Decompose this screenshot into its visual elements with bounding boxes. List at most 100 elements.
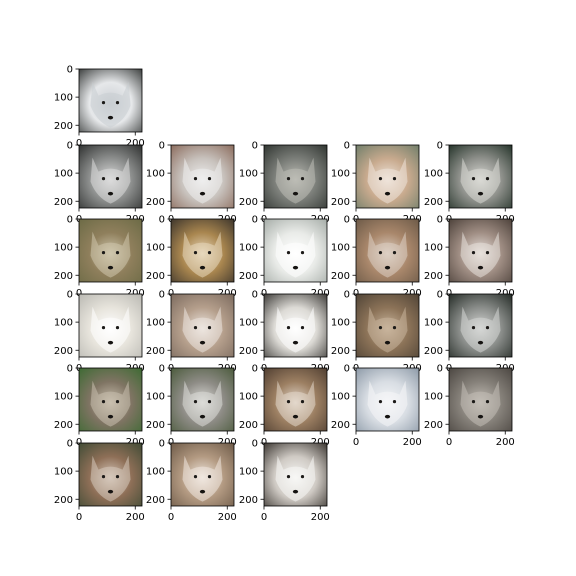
axes-frame [170,218,235,283]
axes-frame [78,367,143,432]
axes-frame [355,293,420,358]
y-tick-label: 200 [54,346,73,357]
wolf-nose [199,414,206,419]
y-tick-label: 100 [239,392,258,403]
wolf-nose [292,340,299,345]
y-tick-label: 100 [239,243,258,254]
y-tick-label: 200 [331,346,350,357]
wolf-eye-left [378,177,383,181]
y-tick-label: 200 [239,495,258,506]
x-tick-label: 0 [261,437,267,448]
y-tick-label: 100 [54,392,73,403]
y-tick-label: 0 [437,141,443,152]
x-tick-label: 0 [76,437,82,448]
y-tick-label: 0 [159,290,165,301]
wolf-head-shape [367,231,408,278]
axes-frame [263,293,328,358]
wolf-nose [292,191,299,196]
axes-frame [78,218,143,283]
axes-frame [448,293,513,358]
wolf-head-shape [90,231,131,278]
y-tick-label: 100 [239,467,258,478]
wolf-head-shape [90,81,131,128]
wolf-eye-left [286,326,291,330]
y-tick-label: 0 [252,364,258,375]
y-tick-label: 0 [159,215,165,226]
y-tick-label: 200 [239,420,258,431]
x-tick-label: 200 [311,288,330,299]
wolf-eye-left [101,326,106,330]
wolf-eye-right [485,400,490,404]
x-tick-label: 200 [311,437,330,448]
wolf-eye-left [378,326,383,330]
wolf-eye-left [378,400,383,404]
x-tick-label: 200 [218,512,237,523]
x-tick-label: 200 [403,437,422,448]
y-tick-label: 200 [331,420,350,431]
wolf-eye-right [207,177,212,181]
wolf-head-shape [275,306,316,353]
wolf-nose [384,340,391,345]
y-tick-label: 0 [67,364,73,375]
axes-frame [170,293,235,358]
axes-frame [355,144,420,209]
x-tick-label: 200 [126,437,145,448]
y-tick-label: 200 [54,197,73,208]
axes-frame [263,367,328,432]
wolf-eye-right [485,251,490,255]
axes-frame [170,442,235,507]
wolf-eye-left [193,400,198,404]
wolf-nose [384,265,391,270]
wolf-eye-left [286,251,291,255]
y-tick-label: 100 [146,169,165,180]
wolf-eye-left [471,177,476,181]
wolf-eye-right [115,400,120,404]
x-tick-label: 200 [311,512,330,523]
wolf-head-shape [90,306,131,353]
wolf-eye-left [193,251,198,255]
wolf-eye-left [471,326,476,330]
wolf-eye-left [378,251,383,255]
y-tick-label: 100 [146,467,165,478]
wolf-eye-right [392,251,397,255]
wolf-eye-right [115,177,120,181]
wolf-nose [477,265,484,270]
x-tick-label: 200 [218,288,237,299]
wolf-eye-left [286,475,291,479]
y-tick-label: 200 [424,346,443,357]
axes-frame [78,442,143,507]
y-tick-label: 200 [146,420,165,431]
wolf-eye-left [193,177,198,181]
wolf-nose [107,191,114,196]
y-tick-label: 200 [424,271,443,282]
y-tick-label: 0 [344,141,350,152]
wolf-eye-left [193,326,198,330]
y-tick-label: 200 [146,197,165,208]
wolf-head-shape [90,380,131,427]
wolf-eye-right [300,400,305,404]
y-tick-label: 0 [252,141,258,152]
wolf-head-shape [367,157,408,204]
wolf-nose [107,115,114,120]
x-tick-label: 0 [353,288,359,299]
wolf-head-shape [275,157,316,204]
wolf-head-shape [460,380,501,427]
wolf-nose [384,414,391,419]
wolf-head-shape [182,306,223,353]
y-tick-label: 100 [146,318,165,329]
wolf-head-shape [460,231,501,278]
wolf-nose [107,340,114,345]
wolf-nose [292,489,299,494]
y-tick-label: 200 [331,271,350,282]
x-tick-label: 0 [76,288,82,299]
wolf-eye-left [101,251,106,255]
wolf-nose [292,265,299,270]
y-tick-label: 100 [239,169,258,180]
x-tick-label: 200 [496,437,515,448]
